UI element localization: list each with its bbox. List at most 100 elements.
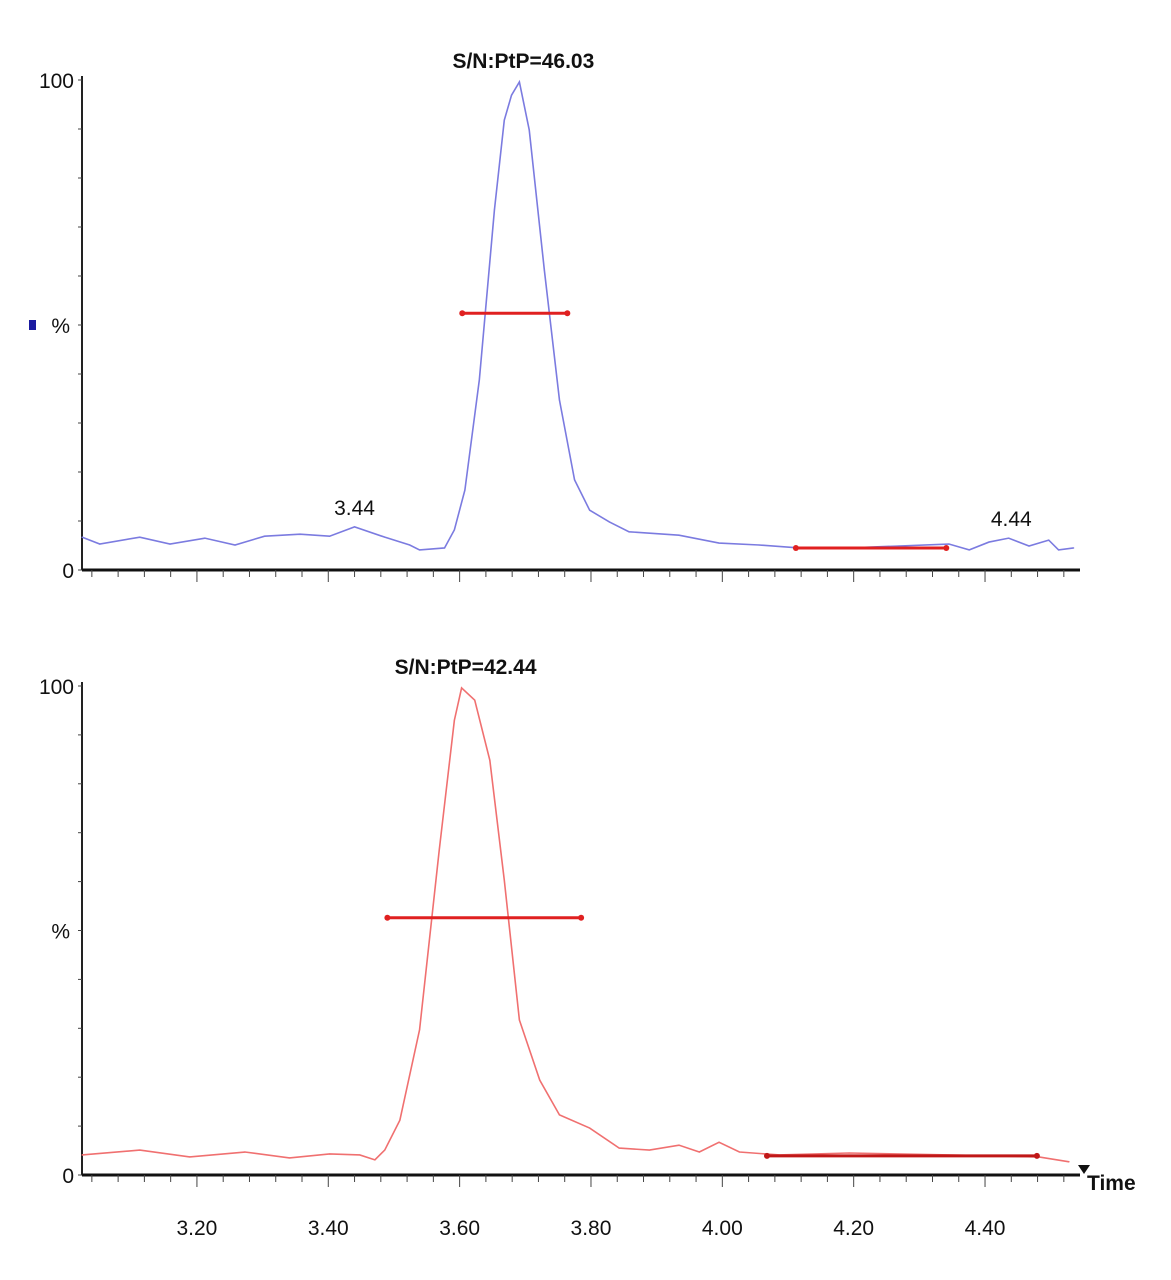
data-point-0	[478, 379, 480, 381]
y-tick-label-100-0: 100	[39, 70, 74, 93]
x-tick-label-1: 3.40	[308, 1217, 349, 1240]
chart-title-1: S/N:PtP=42.44	[395, 656, 537, 679]
data-point-0	[409, 544, 411, 546]
data-point-0	[573, 479, 576, 481]
data-point-0	[503, 119, 505, 121]
data-point-0	[543, 269, 545, 271]
x-tick-label-1: 3.20	[176, 1217, 217, 1240]
series-line-1	[81, 686, 1070, 1163]
data-point-0	[1028, 545, 1030, 547]
peak-annotation-0: 3.44	[334, 497, 375, 520]
time-arrow-icon	[1078, 1165, 1090, 1174]
data-point-1	[453, 719, 455, 721]
x-tick-label-1: 3.60	[439, 1217, 480, 1240]
data-point-1	[589, 1127, 591, 1129]
data-point-0	[518, 81, 520, 83]
data-point-1	[489, 759, 491, 761]
data-point-1	[539, 1079, 541, 1081]
data-point-0	[204, 537, 206, 539]
data-point-1	[558, 1114, 561, 1116]
chart-title-0: S/N:PtP=46.03	[452, 50, 594, 73]
data-point-0	[384, 536, 386, 538]
width-bar-end-0-1	[943, 544, 950, 551]
data-point-1	[438, 849, 440, 851]
data-point-0	[968, 549, 970, 551]
y-axis-label-0: %	[51, 315, 70, 338]
data-point-1	[328, 1153, 331, 1155]
width-bar-end-1-0	[578, 914, 585, 921]
legend-marker-0	[29, 320, 36, 330]
data-point-0	[608, 521, 610, 523]
data-point-0	[589, 509, 591, 511]
y-tick-label-0-0: 0	[62, 560, 74, 583]
data-point-1	[359, 1154, 361, 1156]
width-bar-end-0-1	[792, 544, 799, 551]
y-tick-label-0-1: 0	[62, 1165, 74, 1188]
data-point-1	[618, 1147, 620, 1149]
width-bar-end-0-0	[564, 310, 571, 317]
x-tick-label-1: 3.80	[571, 1217, 612, 1240]
data-point-0	[443, 547, 446, 549]
x-axis-label-1: Time	[1087, 1172, 1136, 1195]
data-point-1	[399, 1119, 401, 1121]
data-point-1	[678, 1144, 680, 1146]
data-point-1	[244, 1151, 246, 1153]
data-point-1	[288, 1157, 291, 1159]
data-point-0	[1073, 547, 1075, 549]
data-point-0	[1008, 537, 1010, 539]
data-point-0	[558, 399, 561, 401]
data-point-0	[528, 129, 530, 131]
data-point-0	[353, 526, 356, 528]
data-point-0	[139, 536, 141, 538]
data-point-1	[1068, 1161, 1070, 1163]
data-point-1	[698, 1151, 700, 1153]
data-point-0	[493, 209, 496, 211]
data-point-0	[988, 541, 990, 543]
data-point-0	[1057, 549, 1060, 551]
data-point-0	[453, 529, 455, 531]
data-point-1	[518, 1019, 520, 1021]
data-point-1	[474, 699, 476, 701]
data-point-0	[510, 94, 513, 96]
data-point-1	[503, 879, 505, 881]
data-point-0	[1048, 539, 1050, 541]
y-axis-label-1: %	[51, 921, 70, 944]
data-point-0	[758, 544, 760, 546]
x-tick-label-1: 4.20	[833, 1217, 874, 1240]
data-point-1	[189, 1156, 191, 1158]
width-bar-end-1-0	[384, 914, 391, 921]
series-line-0	[81, 79, 1074, 551]
data-point-0	[718, 542, 720, 544]
data-point-1	[738, 1151, 741, 1153]
peak-annotation-0: 4.44	[991, 508, 1032, 531]
data-point-0	[299, 533, 301, 535]
data-point-1	[384, 1149, 386, 1151]
data-point-0	[263, 535, 266, 537]
width-bar-end-0-0	[459, 310, 466, 317]
data-point-1	[139, 1149, 141, 1151]
data-point-1	[460, 687, 463, 689]
width-bar-end-1-1	[763, 1152, 770, 1159]
data-point-0	[628, 531, 630, 533]
data-point-1	[848, 1152, 850, 1154]
data-point-1	[718, 1141, 720, 1143]
data-point-0	[169, 543, 171, 545]
data-point-0	[234, 544, 236, 546]
width-bar-end-1-1	[1033, 1152, 1040, 1159]
data-point-1	[648, 1149, 651, 1151]
data-point-0	[464, 489, 466, 491]
y-tick-label-100-1: 100	[39, 676, 74, 699]
data-point-0	[418, 549, 421, 551]
x-tick-label-1: 4.00	[702, 1217, 743, 1240]
data-point-0	[898, 545, 900, 547]
data-point-0	[948, 543, 950, 545]
data-point-0	[328, 535, 331, 537]
x-tick-label-1: 4.40	[965, 1217, 1006, 1240]
data-point-1	[418, 1029, 421, 1031]
data-point-1	[374, 1159, 376, 1161]
data-point-0	[678, 534, 680, 536]
data-point-0	[99, 543, 101, 545]
data-point-1	[81, 1154, 83, 1156]
